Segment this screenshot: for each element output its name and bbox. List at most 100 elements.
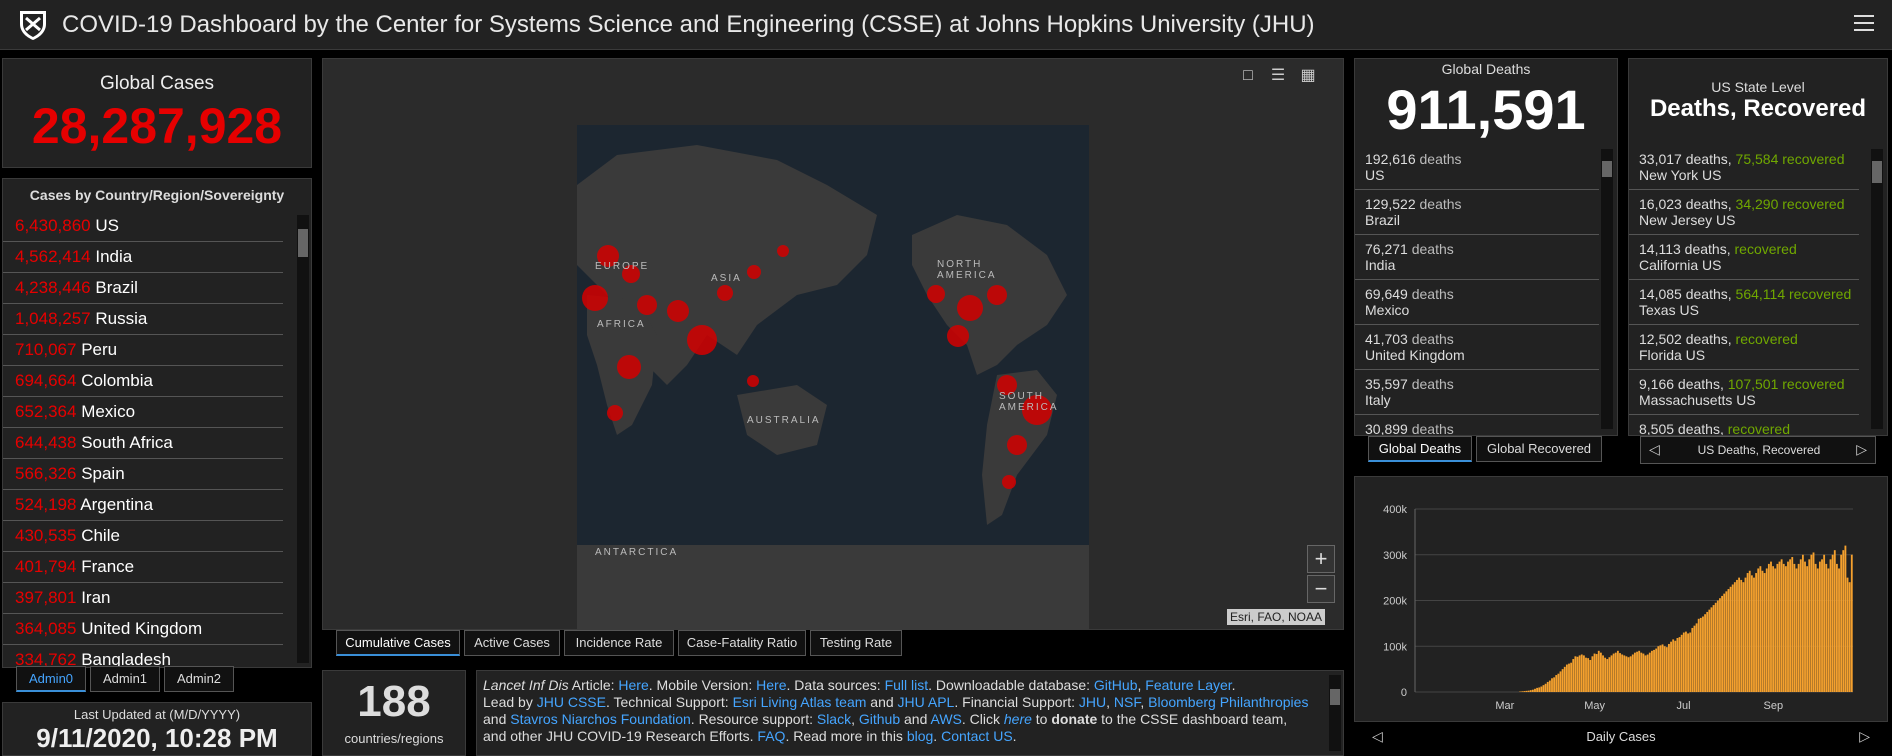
daily-cases-bar[interactable] — [1831, 554, 1834, 692]
map-marker[interactable] — [622, 265, 640, 283]
tab-global-deaths[interactable]: Global Deaths — [1368, 436, 1472, 462]
daily-cases-bar[interactable] — [1740, 579, 1743, 692]
daily-cases-bar[interactable] — [1753, 577, 1755, 693]
daily-cases-bar[interactable] — [1778, 561, 1781, 692]
daily-cases-bar[interactable] — [1585, 657, 1587, 692]
state-row[interactable]: 33,017 deaths, 75,584 recovered New York … — [1629, 145, 1859, 190]
info-scrollbar[interactable] — [1329, 675, 1341, 751]
daily-cases-bar[interactable] — [1714, 602, 1717, 692]
daily-cases-bar[interactable] — [1806, 566, 1809, 692]
daily-cases-bar[interactable] — [1706, 611, 1709, 692]
daily-cases-bar[interactable] — [1587, 658, 1590, 692]
daily-cases-bar[interactable] — [1557, 673, 1560, 692]
daily-cases-bar[interactable] — [1619, 653, 1621, 692]
full-list-link[interactable]: Full list — [884, 677, 929, 693]
daily-cases-bar[interactable] — [1816, 568, 1819, 692]
deaths-row[interactable]: 41,703 deaths United Kingdom — [1355, 325, 1599, 370]
daily-cases-bar[interactable] — [1829, 559, 1832, 692]
daily-cases-bar[interactable] — [1548, 680, 1551, 692]
daily-cases-bar[interactable] — [1687, 633, 1689, 692]
daily-cases-bar[interactable] — [1804, 561, 1806, 692]
us-state-scrollbar[interactable] — [1871, 149, 1883, 429]
daily-cases-bar[interactable] — [1678, 637, 1681, 692]
stavros-link[interactable]: Stavros Niarchos Foundation — [510, 711, 691, 727]
daily-cases-bar[interactable] — [1825, 563, 1828, 692]
daily-cases-bar[interactable] — [1695, 623, 1698, 693]
daily-cases-bar[interactable] — [1644, 655, 1647, 692]
daily-cases-chart[interactable]: 0 100k 200k 300k 400k Mar May Jul Sep — [1355, 477, 1887, 721]
map-marker[interactable] — [637, 295, 657, 315]
map-panel[interactable]: EUROPE ASIA AFRICA AUSTRALIA NORTH AMERI… — [322, 58, 1344, 630]
country-row[interactable]: 4,562,414 India — [3, 242, 283, 273]
daily-cases-bar[interactable] — [1531, 689, 1534, 692]
daily-cases-bar[interactable] — [1736, 579, 1738, 692]
daily-cases-bar[interactable] — [1716, 600, 1719, 693]
esri-link[interactable]: Esri Living Atlas team — [732, 694, 867, 710]
daily-cases-bar[interactable] — [1602, 655, 1604, 692]
daily-cases-bar[interactable] — [1646, 654, 1649, 693]
daily-cases-bar[interactable] — [1770, 561, 1772, 692]
country-row[interactable]: 652,364 Mexico — [3, 397, 283, 428]
aws-link[interactable]: AWS — [930, 711, 962, 727]
nsf-link[interactable]: NSF — [1113, 694, 1141, 710]
daily-cases-bar[interactable] — [1823, 554, 1826, 692]
daily-cases-bar[interactable] — [1838, 568, 1840, 692]
daily-cases-bar[interactable] — [1712, 605, 1715, 692]
deaths-row[interactable]: 76,271 deaths India — [1355, 235, 1599, 280]
daily-cases-bar[interactable] — [1757, 568, 1760, 692]
state-row[interactable]: 14,085 deaths, 564,114 recovered Texas US — [1629, 280, 1859, 325]
deaths-row[interactable]: 69,649 deaths Mexico — [1355, 280, 1599, 325]
daily-cases-bar[interactable] — [1665, 647, 1668, 692]
daily-cases-bar[interactable] — [1842, 550, 1845, 692]
daily-cases-bar[interactable] — [1776, 563, 1779, 692]
blog-link[interactable]: blog — [906, 728, 934, 744]
daily-cases-bar[interactable] — [1721, 595, 1723, 692]
daily-cases-bar[interactable] — [1791, 557, 1794, 692]
tab-testing-rate[interactable]: Testing Rate — [810, 630, 902, 656]
daily-cases-bar[interactable] — [1642, 653, 1645, 692]
map-marker[interactable] — [777, 245, 789, 257]
faq-link[interactable]: FAQ — [757, 728, 786, 744]
daily-cases-bar[interactable] — [1702, 616, 1704, 692]
tab-cumulative-cases[interactable]: Cumulative Cases — [336, 630, 460, 656]
tab-incidence-rate[interactable]: Incidence Rate — [564, 630, 674, 656]
deaths-row[interactable]: 192,616 deaths US — [1355, 145, 1599, 190]
daily-cases-bar[interactable] — [1659, 645, 1662, 692]
map-marker[interactable] — [607, 405, 623, 421]
daily-cases-bar[interactable] — [1551, 678, 1553, 692]
daily-cases-bar[interactable] — [1801, 554, 1804, 692]
hamburger-menu-icon[interactable] — [1854, 15, 1874, 33]
daily-cases-bar[interactable] — [1772, 566, 1775, 692]
deaths-row[interactable]: 129,522 deaths Brazil — [1355, 190, 1599, 235]
daily-cases-bar[interactable] — [1833, 550, 1836, 692]
daily-cases-bar[interactable] — [1697, 618, 1700, 692]
daily-cases-bar[interactable] — [1529, 690, 1532, 692]
daily-cases-bar[interactable] — [1840, 554, 1843, 692]
daily-cases-bar[interactable] — [1636, 651, 1638, 692]
daily-cases-bar[interactable] — [1546, 681, 1549, 692]
map-marker[interactable] — [927, 285, 945, 303]
daily-cases-bar[interactable] — [1591, 656, 1594, 692]
daily-cases-bar[interactable] — [1674, 640, 1677, 692]
map-marker[interactable] — [957, 295, 983, 321]
daily-cases-bar[interactable] — [1634, 652, 1636, 692]
bloomberg-link[interactable]: Bloomberg Philanthropies — [1148, 694, 1309, 710]
state-row[interactable]: 8,505 deaths, recovered — [1629, 415, 1859, 435]
daily-cases-bar[interactable] — [1625, 656, 1628, 692]
tab-admin1[interactable]: Admin1 — [90, 666, 160, 692]
tab-global-recovered[interactable]: Global Recovered — [1476, 436, 1602, 462]
tab-active-cases[interactable]: Active Cases — [464, 630, 560, 656]
daily-cases-bar[interactable] — [1827, 568, 1830, 692]
daily-cases-bar[interactable] — [1525, 690, 1528, 692]
chevron-right-icon[interactable]: ▷ — [1856, 441, 1867, 457]
daily-cases-bar[interactable] — [1782, 563, 1785, 692]
daily-cases-bar[interactable] — [1638, 650, 1641, 692]
map-marker[interactable] — [617, 355, 641, 379]
daily-cases-bar[interactable] — [1555, 675, 1558, 692]
daily-cases-bar[interactable] — [1693, 625, 1696, 692]
daily-cases-bar[interactable] — [1738, 577, 1741, 693]
daily-cases-bar[interactable] — [1672, 639, 1675, 692]
deaths-row[interactable]: 35,597 deaths Italy — [1355, 370, 1599, 415]
country-row[interactable]: 401,794 France — [3, 552, 283, 583]
deaths-list-scrollbar[interactable] — [1601, 149, 1613, 429]
